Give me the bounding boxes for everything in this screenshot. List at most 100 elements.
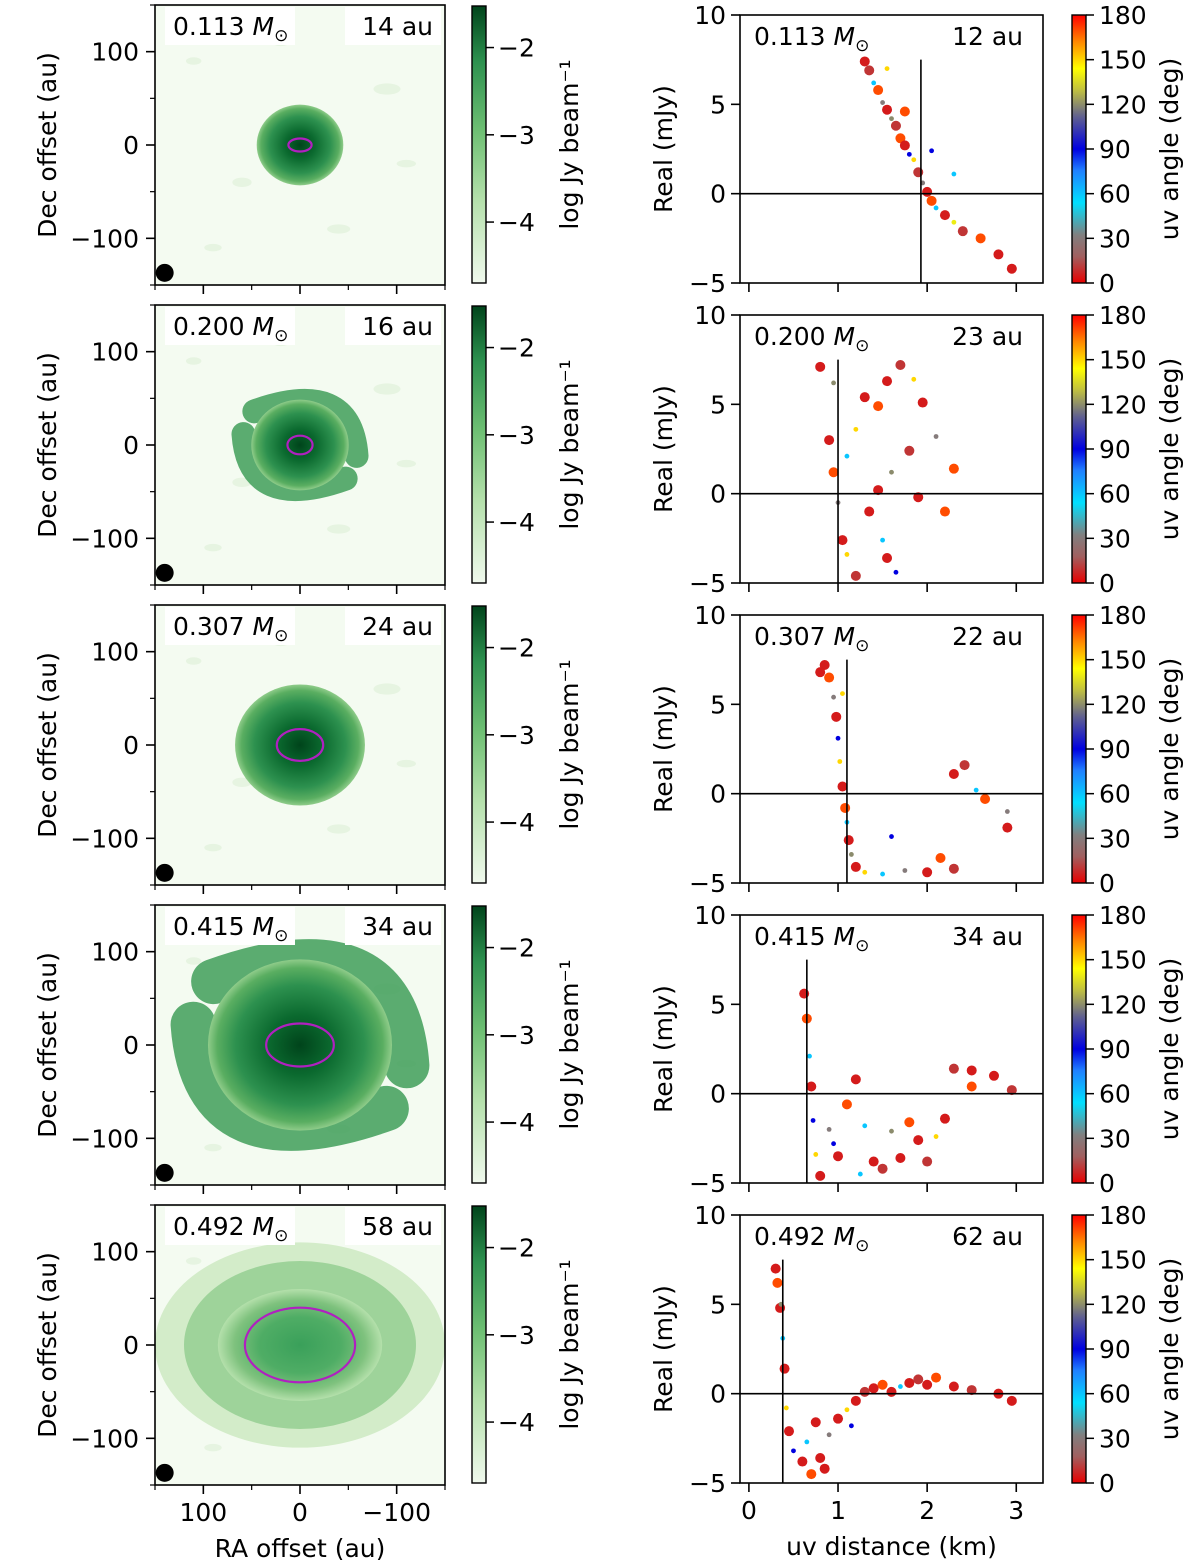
scatter-y-axis-label: Real (mJy) <box>649 685 678 813</box>
image-colorbar-label: log Jy beam⁻¹ <box>555 1259 584 1429</box>
data-point <box>810 1417 821 1428</box>
radius-label: 24 au <box>362 612 433 641</box>
data-point <box>880 871 885 877</box>
angle-colorbar-tick-label: 60 <box>1099 180 1131 209</box>
data-point <box>948 463 959 474</box>
y-tick-label: 0 <box>710 1080 726 1109</box>
angle-colorbar-tick-label: 90 <box>1099 735 1131 764</box>
data-point <box>784 1426 795 1437</box>
scatter-frame <box>739 1214 1044 1484</box>
angle-colorbar-tick-label: 30 <box>1099 224 1131 253</box>
data-point <box>1004 809 1010 814</box>
mass-unit: M <box>834 322 856 351</box>
x-tick-label: 0 <box>292 1498 308 1527</box>
angle-colorbar-tick-label: 120 <box>1099 990 1147 1019</box>
angle-colorbar-tick-label: 150 <box>1099 1246 1147 1275</box>
y-tick-label: −100 <box>70 524 139 553</box>
angle-colorbar-tick-label: 30 <box>1099 1124 1131 1153</box>
data-point <box>929 148 935 154</box>
y-tick-label: 0 <box>710 780 726 809</box>
image-panel: 0.113 M⊙ 14 au 100 0 −100 Dec offset (au) −2 −3… <box>33 4 584 294</box>
mass-label: 0.113 M⊙ <box>754 22 869 56</box>
data-point <box>824 435 835 446</box>
angle-colorbar <box>1071 614 1087 884</box>
data-point <box>948 1381 959 1392</box>
disc-emission <box>235 684 365 806</box>
data-point <box>850 570 861 581</box>
background-noise-patch <box>373 83 401 95</box>
y-tick-label: 0 <box>123 431 139 460</box>
scatter-panel: 0.113 M⊙ 12 au −5 0 5 10 Real (mJy) 180 150 120 90… <box>649 1 1184 298</box>
radius-label: 16 au <box>362 312 433 341</box>
data-point <box>911 376 917 382</box>
data-point <box>864 506 875 517</box>
disc-emission <box>207 959 393 1131</box>
mass-unit: M <box>253 1212 275 1241</box>
scatter-points <box>799 988 1017 1181</box>
background-noise-patch <box>396 159 417 168</box>
scatter-background <box>740 1215 1043 1483</box>
image-colorbar-label: log Jy beam⁻¹ <box>555 359 584 529</box>
disc-emission <box>256 104 344 186</box>
data-point <box>893 569 899 575</box>
mass-label-box <box>165 907 295 945</box>
data-point <box>843 835 854 846</box>
angle-colorbar-tick-label: 150 <box>1099 46 1147 75</box>
angle-colorbar-tick-label: 30 <box>1099 824 1131 853</box>
data-point <box>880 100 885 105</box>
angle-colorbar <box>1071 14 1087 284</box>
radius-label-box <box>345 1207 441 1245</box>
scatter-x-axis-label: uv distance (km) <box>786 1532 997 1560</box>
x-tick-label: 0 <box>741 1496 757 1525</box>
background-noise-patch <box>327 224 351 234</box>
data-point <box>973 787 979 793</box>
data-point <box>831 1141 836 1147</box>
colorbar-tick-label: −4 <box>498 508 535 537</box>
data-point <box>807 1053 812 1059</box>
mass-label: 0.200 M⊙ <box>754 322 869 356</box>
data-point <box>882 104 893 115</box>
y-tick-label: 0 <box>710 480 726 509</box>
disc-emission <box>217 1289 383 1401</box>
mass-label: 0.113 M⊙ <box>173 12 288 46</box>
data-point <box>889 834 894 839</box>
data-point <box>833 1413 844 1424</box>
x-tick-label: 2 <box>919 1496 935 1525</box>
background-noise-patch <box>204 1143 222 1152</box>
scatter-y-axis-label: Real (mJy) <box>649 385 678 513</box>
angle-colorbar-tick-label: 150 <box>1099 946 1147 975</box>
scatter-panel: 0.307 M⊙ 22 au −5 0 5 10 Real (mJy) 180 150 120 90… <box>649 601 1184 898</box>
scatter-panel: 0.200 M⊙ 23 au −5 0 5 10 Real (mJy) 180 150 120 90… <box>649 301 1184 598</box>
data-point <box>980 794 991 805</box>
data-point <box>933 434 939 439</box>
data-point <box>1006 1395 1017 1406</box>
angle-colorbar-tick-label: 120 <box>1099 90 1147 119</box>
data-point <box>868 1156 879 1167</box>
background-noise-patch <box>327 524 351 534</box>
data-point <box>933 1134 939 1139</box>
angle-colorbar-tick-label: 120 <box>1099 690 1147 719</box>
beam-marker <box>155 1463 174 1482</box>
data-point <box>1002 822 1013 833</box>
background-noise-patch <box>396 459 417 468</box>
colorbar-tick-label: −4 <box>498 1108 535 1137</box>
scatter-panel: 0.415 M⊙ 34 au −5 0 5 10 Real (mJy) 180 150 120 90… <box>649 901 1184 1198</box>
data-point <box>844 453 850 459</box>
data-point <box>862 869 868 875</box>
y-tick-label: −5 <box>689 269 726 298</box>
scatter-background <box>740 315 1043 583</box>
angle-colorbar-label: uv angle (deg) <box>1155 658 1184 841</box>
angle-colorbar-label: uv angle (deg) <box>1155 358 1184 541</box>
y-tick-label: 0 <box>710 180 726 209</box>
background-noise-patch <box>204 243 222 252</box>
y-tick-label: 5 <box>710 1290 726 1319</box>
data-point <box>957 226 968 237</box>
data-point <box>815 361 826 372</box>
angle-colorbar-tick-label: 180 <box>1099 1 1147 30</box>
data-point <box>831 711 842 722</box>
angle-colorbar-tick-label: 0 <box>1099 1469 1115 1498</box>
mass-label: 0.307 M⊙ <box>173 612 288 646</box>
